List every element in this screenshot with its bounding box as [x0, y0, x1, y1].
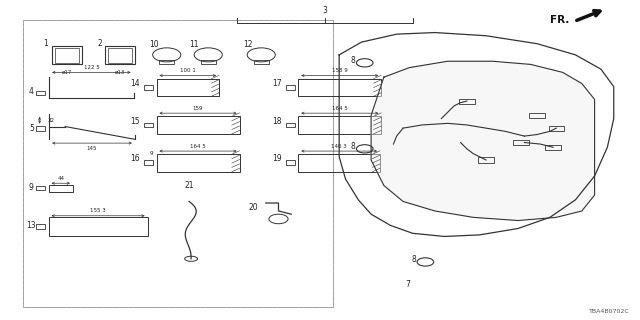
- Text: 8: 8: [350, 56, 355, 65]
- Bar: [298, 79, 381, 96]
- Bar: [105, 46, 136, 64]
- Text: 13: 13: [26, 221, 36, 230]
- Bar: [253, 60, 269, 64]
- Text: 158 9: 158 9: [332, 68, 348, 73]
- Bar: [529, 113, 545, 118]
- Text: 9: 9: [29, 183, 34, 192]
- Bar: [200, 60, 216, 64]
- Text: 2: 2: [97, 39, 102, 48]
- Text: 140 3: 140 3: [332, 144, 347, 148]
- Bar: [298, 116, 381, 134]
- Text: ø17: ø17: [62, 70, 72, 75]
- Text: 7: 7: [406, 280, 411, 289]
- Text: 32: 32: [47, 118, 54, 123]
- Bar: [157, 79, 219, 96]
- Bar: [36, 91, 45, 95]
- Text: 145: 145: [87, 146, 97, 151]
- Bar: [157, 116, 239, 134]
- Text: 164 5: 164 5: [190, 144, 206, 148]
- Bar: [478, 157, 493, 163]
- Text: 3: 3: [323, 6, 327, 15]
- Bar: [144, 160, 154, 164]
- Text: ø13: ø13: [115, 70, 125, 75]
- Bar: [55, 48, 79, 63]
- Text: 10: 10: [150, 40, 159, 49]
- Text: TBA4B0702C: TBA4B0702C: [589, 308, 630, 314]
- Bar: [298, 154, 380, 172]
- Text: 164 5: 164 5: [332, 106, 348, 111]
- Bar: [23, 20, 333, 307]
- Text: 1: 1: [43, 39, 48, 48]
- Bar: [157, 154, 239, 172]
- Text: 100 1: 100 1: [180, 68, 196, 73]
- Bar: [286, 160, 295, 164]
- Polygon shape: [371, 61, 595, 220]
- Text: FR.: FR.: [550, 15, 569, 25]
- Text: 17: 17: [272, 79, 282, 88]
- Text: 44: 44: [57, 176, 64, 181]
- Bar: [23, 20, 333, 307]
- Text: 11: 11: [189, 40, 198, 49]
- Bar: [286, 85, 295, 90]
- Bar: [159, 60, 174, 64]
- Bar: [144, 85, 154, 90]
- Text: 155 3: 155 3: [90, 208, 106, 213]
- Bar: [36, 186, 45, 190]
- Bar: [36, 224, 45, 228]
- Text: 12: 12: [243, 40, 253, 49]
- Bar: [460, 99, 474, 104]
- Text: 14: 14: [131, 79, 140, 88]
- Bar: [548, 125, 564, 131]
- Bar: [36, 126, 45, 131]
- Text: 9: 9: [150, 151, 154, 156]
- Text: 5: 5: [29, 124, 34, 132]
- Text: 18: 18: [272, 116, 282, 126]
- Text: 4: 4: [29, 87, 34, 96]
- Text: 8: 8: [411, 255, 416, 264]
- Text: 8: 8: [350, 142, 355, 151]
- Bar: [49, 185, 73, 192]
- Bar: [286, 123, 295, 127]
- Text: 21: 21: [184, 181, 194, 190]
- Bar: [108, 48, 132, 63]
- Text: 19: 19: [272, 154, 282, 163]
- Text: 16: 16: [131, 154, 140, 163]
- Bar: [144, 123, 154, 127]
- Bar: [49, 217, 148, 236]
- Text: 159: 159: [193, 106, 204, 111]
- Text: 15: 15: [131, 116, 140, 126]
- Bar: [545, 145, 561, 150]
- Bar: [513, 140, 529, 145]
- Text: 20: 20: [248, 203, 258, 212]
- Text: 122 5: 122 5: [83, 65, 99, 70]
- Bar: [52, 46, 83, 64]
